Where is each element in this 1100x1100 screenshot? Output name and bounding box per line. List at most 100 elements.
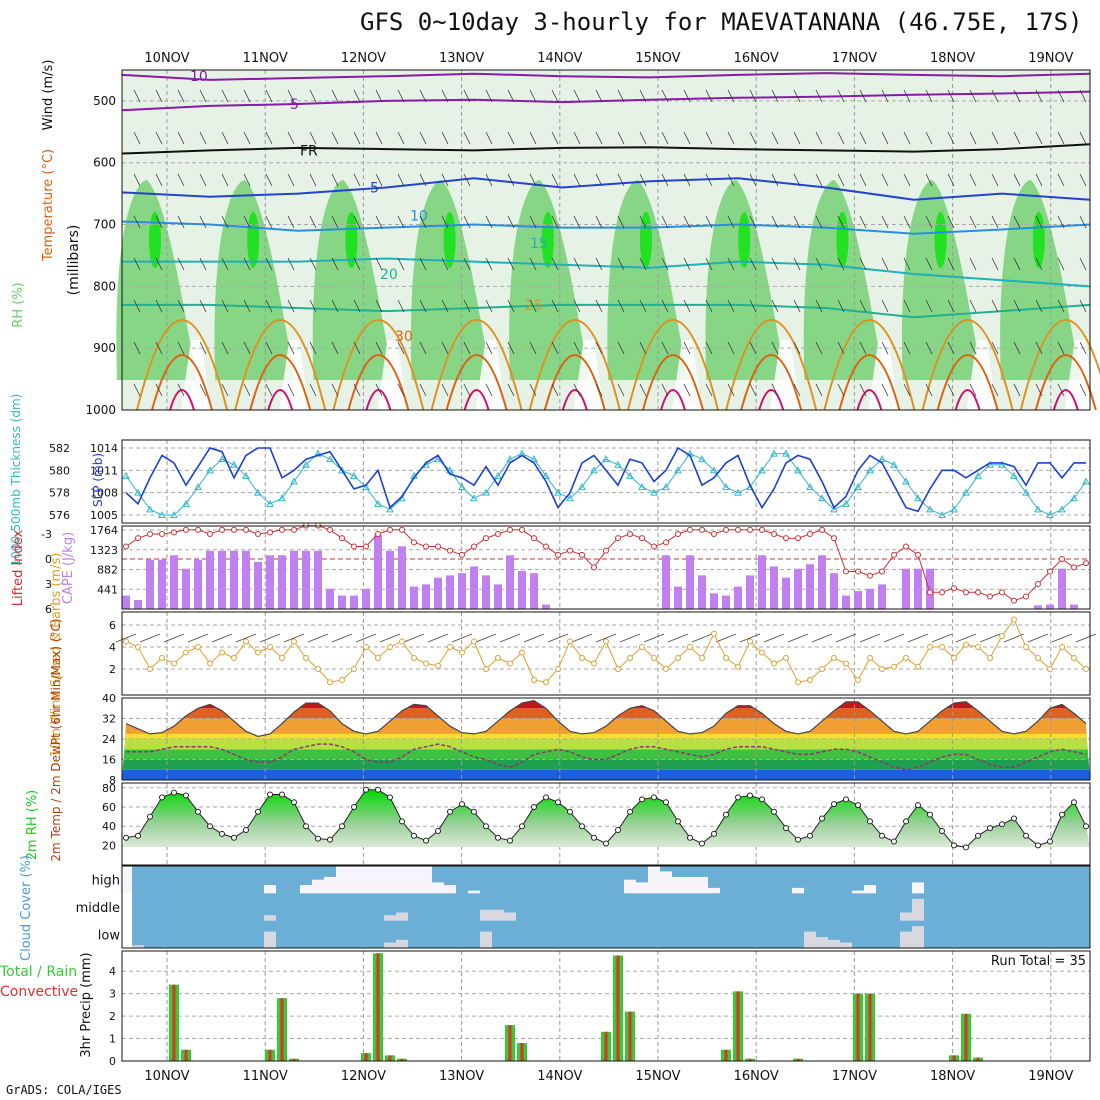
wind-barb bbox=[969, 173, 977, 187]
data-point bbox=[159, 655, 165, 661]
x-tick-label: 13NOV bbox=[439, 1069, 484, 1084]
wind-barb bbox=[177, 341, 185, 355]
wind-barb bbox=[355, 633, 377, 643]
wind-barb bbox=[661, 257, 669, 271]
wind-barb bbox=[199, 173, 207, 187]
temperature-band bbox=[122, 759, 1090, 770]
wind-barb bbox=[617, 257, 625, 271]
wind-barb bbox=[1035, 383, 1043, 397]
convective-bar bbox=[796, 1058, 800, 1061]
convective-bar bbox=[856, 993, 860, 1061]
y-axis-label: 1000-500mb Thickness (dm) bbox=[9, 394, 23, 567]
wind-barb bbox=[155, 299, 163, 313]
contour-line bbox=[169, 389, 195, 411]
x-tick-label: 13NOV bbox=[439, 51, 484, 66]
wind-barb bbox=[705, 89, 713, 103]
cape-bar bbox=[410, 586, 418, 609]
data-point bbox=[1070, 494, 1078, 502]
chart-title: GFS 0~10day 3-hourly for MAEVATANANA (46… bbox=[360, 8, 1083, 36]
wind-barb bbox=[1035, 131, 1043, 145]
wind-barb bbox=[155, 257, 163, 271]
data-point bbox=[819, 666, 825, 672]
wind-barb bbox=[551, 173, 559, 187]
data-point bbox=[183, 526, 189, 533]
series-line-dewpoint bbox=[126, 743, 1087, 771]
y-tick-label: 580 bbox=[49, 464, 70, 477]
wind-barb bbox=[969, 341, 977, 355]
wind-barb bbox=[507, 89, 515, 103]
wind-barb bbox=[375, 383, 383, 397]
data-point bbox=[939, 589, 945, 596]
data-point bbox=[975, 644, 981, 650]
cape-bar bbox=[758, 555, 766, 609]
wind-barb bbox=[925, 383, 933, 397]
temperature-band bbox=[122, 769, 1090, 780]
data-point bbox=[962, 488, 970, 496]
data-point bbox=[195, 808, 201, 815]
wind-barb bbox=[771, 131, 779, 145]
wind-barb bbox=[419, 173, 427, 187]
convective-bar bbox=[616, 955, 620, 1061]
y-tick-label: 60 bbox=[102, 801, 116, 814]
wind-barb bbox=[375, 257, 383, 271]
wind-barb bbox=[683, 257, 691, 271]
wind-barb bbox=[331, 633, 353, 643]
wind-barb bbox=[221, 341, 229, 355]
data-point bbox=[278, 494, 286, 502]
data-point bbox=[519, 649, 525, 656]
data-point bbox=[495, 655, 501, 661]
wind-barb bbox=[573, 131, 581, 145]
wind-barb bbox=[199, 383, 207, 397]
wind-barb bbox=[397, 215, 405, 229]
wind-barb bbox=[1079, 89, 1087, 103]
wind-barb bbox=[837, 257, 845, 271]
wind-barb bbox=[243, 173, 251, 187]
data-point bbox=[1071, 655, 1077, 661]
data-point bbox=[879, 568, 885, 575]
wind-barb bbox=[639, 131, 647, 145]
wind-barb bbox=[643, 633, 665, 643]
wind-barb bbox=[639, 299, 647, 313]
wind-barb bbox=[397, 383, 405, 397]
wind-barb bbox=[683, 341, 691, 355]
data-point bbox=[735, 663, 741, 670]
wind-barb bbox=[133, 257, 141, 271]
wind-barb bbox=[1057, 383, 1065, 397]
wind-barb bbox=[331, 341, 339, 355]
data-point bbox=[555, 551, 561, 558]
wind-barb bbox=[1013, 299, 1021, 313]
cloud-cell bbox=[708, 887, 720, 894]
cape-bar bbox=[434, 577, 442, 609]
x-tick-label: 18NOV bbox=[930, 1069, 975, 1084]
data-point bbox=[363, 644, 369, 650]
cloud-cell bbox=[468, 890, 480, 894]
cloud-cell bbox=[480, 909, 492, 921]
data-point bbox=[123, 543, 129, 550]
wind-barb bbox=[859, 341, 867, 355]
data-point bbox=[531, 804, 537, 810]
data-point bbox=[531, 677, 537, 683]
wind-barb bbox=[1013, 89, 1021, 103]
wind-barb bbox=[177, 89, 185, 103]
x-tick-label: 10NOV bbox=[144, 51, 189, 66]
data-point bbox=[171, 529, 177, 536]
wind-barb bbox=[177, 215, 185, 229]
y-axis-label: 10m Wind Speed & Barbs (m/s) bbox=[49, 553, 64, 758]
cape-bar bbox=[878, 584, 886, 609]
cloud-cell bbox=[636, 882, 648, 894]
cloud-cell bbox=[900, 931, 912, 948]
data-point bbox=[483, 666, 489, 672]
y-axis-label: Cloud Cover (%) bbox=[19, 855, 34, 961]
data-point bbox=[423, 660, 429, 667]
rh-band bbox=[705, 180, 787, 380]
wind-barb bbox=[771, 173, 779, 187]
data-point bbox=[615, 827, 621, 834]
wind-barb bbox=[139, 633, 161, 643]
cape-bar bbox=[362, 588, 370, 609]
data-point bbox=[542, 471, 550, 479]
wind-barb bbox=[463, 299, 471, 313]
data-point bbox=[171, 789, 177, 796]
row-label: high bbox=[92, 874, 120, 889]
wind-barb bbox=[595, 215, 603, 229]
y-tick-label: 800 bbox=[93, 279, 116, 293]
